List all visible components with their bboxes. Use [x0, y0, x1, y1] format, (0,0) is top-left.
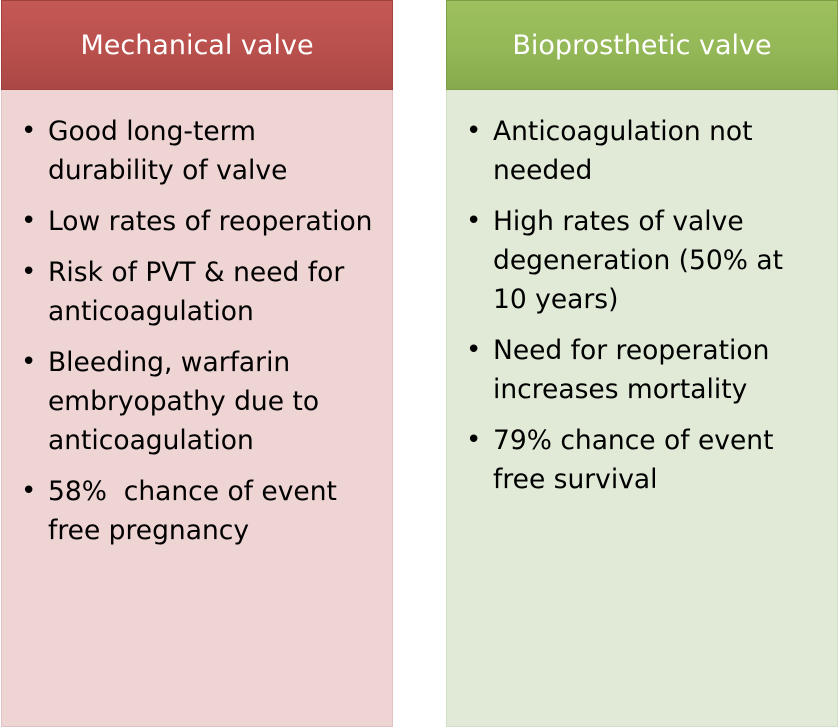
bioprosthetic-valve-list: • Anticoagulation not needed • High rates … [463, 112, 823, 499]
mechanical-valve-list: • Good long-term durability of valve • Low… [18, 112, 378, 550]
bullet-icon: • [466, 335, 482, 365]
bullet-icon: • [466, 116, 482, 146]
bioprosthetic-valve-body: • Anticoagulation not needed • High rates … [446, 90, 838, 727]
bullet-icon: • [466, 425, 482, 455]
list-item: • Risk of PVT & need for anticoagulation [18, 253, 378, 331]
bioprosthetic-valve-panel: Bioprosthetic valve • Anticoagulation not… [446, 0, 838, 727]
mechanical-valve-header: Mechanical valve [1, 0, 393, 90]
bioprosthetic-valve-header: Bioprosthetic valve [446, 0, 838, 90]
bullet-icon: • [21, 116, 37, 146]
bioprosthetic-valve-title: Bioprosthetic valve [512, 29, 772, 61]
list-item: • Need for reoperation increases mortalit… [463, 331, 823, 409]
bullet-icon: • [21, 347, 37, 377]
list-item: • 58% chance of event free pregnancy [18, 472, 378, 550]
mechanical-valve-panel: Mechanical valve • Good long-term durabil… [1, 0, 393, 727]
bullet-icon: • [21, 476, 37, 506]
list-item: • Bleeding, warfarin embryopathy due to a… [18, 343, 378, 460]
bullet-icon: • [466, 206, 482, 236]
bullet-icon: • [21, 206, 37, 236]
list-item: • 79% chance of event free survival [463, 421, 823, 499]
list-item: • Low rates of reoperation [18, 202, 378, 241]
list-item: • Good long-term durability of valve [18, 112, 378, 190]
bullet-icon: • [21, 257, 37, 287]
list-item: • High rates of valve degeneration (50% a… [463, 202, 823, 319]
mechanical-valve-title: Mechanical valve [80, 29, 314, 61]
list-item: • Anticoagulation not needed [463, 112, 823, 190]
mechanical-valve-body: • Good long-term durability of valve • Low… [1, 90, 393, 727]
